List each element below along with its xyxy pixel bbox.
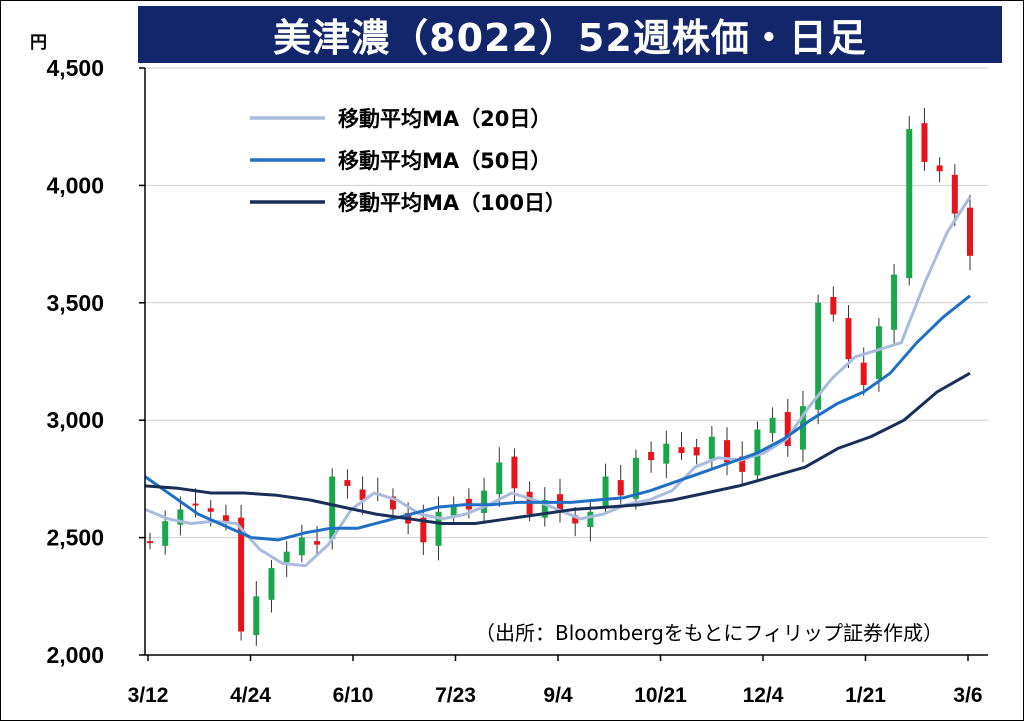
candle-body [678, 447, 685, 454]
y-tick-label: 2,000 [46, 642, 104, 668]
candle-body [541, 500, 548, 518]
ma50-line [144, 294, 971, 542]
legend-label-ma100: 移動平均MA（100日） [338, 191, 566, 215]
candle-body [314, 541, 321, 545]
candle-body [238, 517, 245, 632]
x-tick-label: 4/24 [230, 684, 271, 707]
y-tick-label: 4,500 [46, 55, 104, 81]
candle-body [860, 362, 867, 385]
candle-body [815, 302, 822, 410]
candle-body [162, 521, 169, 546]
candle-body [602, 476, 609, 506]
x-tick-label: 3/6 [953, 684, 982, 707]
legend: 移動平均MA（20日） 移動平均MA（50日） 移動平均MA（100日） [250, 107, 566, 215]
candle-body [496, 462, 503, 495]
candle-body [511, 456, 518, 489]
y-tick-label: 4,000 [46, 172, 104, 198]
candle-body [663, 443, 670, 464]
source-note: （出所：Bloombergをもとにフィリップ証券作成） [475, 621, 943, 645]
candle-body [253, 596, 260, 636]
candle-body [617, 480, 624, 496]
x-tick-label: 12/4 [743, 684, 784, 707]
candle-body [147, 541, 153, 544]
legend-label-ma20: 移動平均MA（20日） [338, 107, 551, 131]
candle-body [739, 456, 746, 472]
y-tick-label: 3,000 [46, 407, 104, 433]
candle-body [268, 568, 275, 600]
candle-body [389, 496, 396, 510]
candle-body [921, 123, 928, 162]
candle-body [632, 457, 639, 499]
y-axis-unit: 円 [30, 33, 47, 53]
candle-body [693, 447, 700, 456]
x-tick-label: 10/21 [634, 684, 687, 707]
candle-body [359, 489, 366, 501]
x-tick-label: 1/21 [845, 684, 886, 707]
candle-body [906, 129, 913, 279]
candle-body [222, 515, 229, 524]
legend-label-ma50: 移動平均MA（50日） [338, 149, 551, 173]
ma100-line [144, 371, 971, 525]
axes [139, 67, 988, 661]
candle-body [298, 537, 305, 556]
candle-body [967, 207, 973, 256]
candle-body [572, 515, 579, 524]
ma20-line [144, 196, 972, 568]
candle-body [450, 504, 457, 516]
candle-body [177, 509, 184, 525]
candle-body [799, 406, 806, 450]
x-tick-label: 9/4 [543, 684, 573, 707]
candle-body [435, 511, 442, 546]
candle-body [769, 417, 776, 434]
y-tick-label: 2,500 [46, 525, 104, 551]
candle-body [708, 436, 715, 459]
candle-body [845, 318, 852, 360]
candle-body [784, 411, 791, 447]
x-tick-label: 3/12 [128, 684, 169, 707]
moving-average-lines [144, 196, 972, 568]
chart-title: 美津濃（8022）52週株価・日足 [138, 6, 1002, 63]
candle-body [875, 326, 882, 380]
candle-body [951, 174, 958, 214]
grid-lines [145, 67, 988, 539]
candle-body [283, 551, 290, 563]
candle-body [724, 440, 731, 463]
candle-body [344, 480, 351, 486]
y-tick-labels: 2,000 2,500 3,000 3,500 4,000 4,500 [46, 55, 104, 668]
candle-body [481, 490, 488, 513]
candle-body [207, 508, 214, 512]
candle-body [329, 476, 336, 539]
candle-body [587, 511, 594, 528]
candle-body [830, 296, 837, 315]
candle-body [420, 517, 427, 543]
y-tick-label: 3,500 [46, 290, 104, 316]
x-tick-labels: 3/12 4/24 6/10 7/23 9/4 10/21 12/4 1/21 3/6 [128, 684, 983, 707]
x-tick-label: 6/10 [333, 684, 374, 707]
candlesticks [147, 107, 973, 646]
candle-body [192, 503, 199, 506]
x-tick-label: 7/23 [435, 684, 476, 707]
candle-body [648, 451, 655, 461]
candle-body [936, 165, 943, 172]
candle-body [891, 274, 898, 330]
